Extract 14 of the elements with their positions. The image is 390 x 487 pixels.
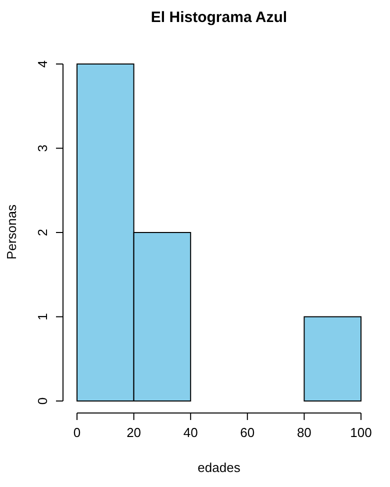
y-tick-label: 3 bbox=[35, 144, 50, 152]
x-tick-label: 80 bbox=[296, 425, 312, 440]
x-axis-title: edades bbox=[198, 460, 241, 475]
x-tick-label: 60 bbox=[240, 425, 255, 440]
y-tick-label: 0 bbox=[35, 397, 50, 405]
y-tick-label: 4 bbox=[35, 60, 50, 68]
x-tick-label: 40 bbox=[183, 425, 198, 440]
x-tick-label: 100 bbox=[350, 425, 372, 440]
y-tick-label: 2 bbox=[35, 228, 50, 236]
y-tick-label: 1 bbox=[35, 313, 50, 320]
y-axis-title: Personas bbox=[4, 204, 19, 260]
x-tick-label: 0 bbox=[73, 425, 81, 440]
x-tick-label: 20 bbox=[126, 425, 142, 440]
chart-title: El Histograma Azul bbox=[150, 9, 288, 26]
